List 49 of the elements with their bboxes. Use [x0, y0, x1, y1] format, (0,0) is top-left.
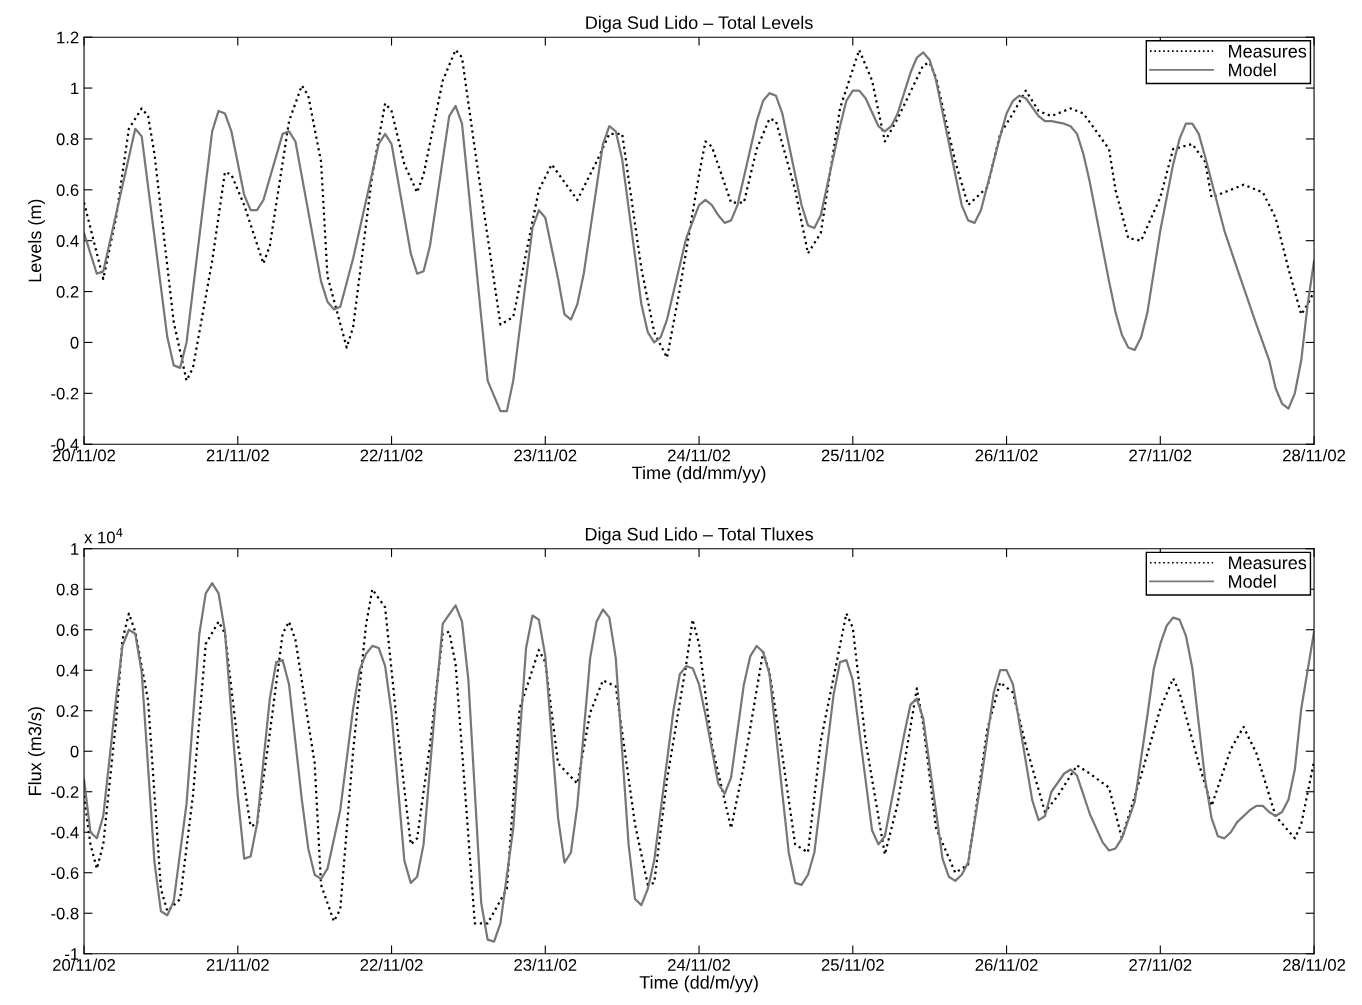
chart-title: Diga Sud Lido – Total Levels	[586, 15, 813, 33]
y-tick-label: -0.4	[51, 826, 79, 839]
x-tick-label: 28/11/02	[1283, 449, 1346, 462]
y-tick-label: 0	[70, 336, 79, 349]
y-tick-label: 0	[70, 745, 79, 758]
x-tick-label: 22/11/02	[360, 449, 423, 462]
y-tick-label: 1	[71, 543, 79, 555]
y-tick-label: 0.2	[56, 705, 79, 717]
x-tick-label: 24/11/02	[668, 449, 731, 462]
x-tick-label: 20/11/02	[53, 958, 116, 971]
legend-label: Measures	[1229, 45, 1307, 58]
x-tick-label: 26/11/02	[975, 449, 1038, 462]
x-tick-label: 20/11/02	[53, 449, 116, 462]
y-tick-label: 0.4	[56, 664, 79, 677]
x-tick-label: 27/11/02	[1129, 958, 1192, 971]
y-tick-label: -0.8	[51, 907, 79, 920]
legend-label: Measures	[1229, 556, 1307, 570]
y-tick-label: -0.6	[51, 867, 79, 879]
x-axis-title: Time (dd/mm/yy)	[632, 466, 766, 483]
y-axis-title: Levels (m)	[28, 199, 45, 282]
x-tick-label: 25/11/02	[821, 449, 884, 462]
x-tick-label: 23/11/02	[514, 449, 577, 462]
x-tick-label: 25/11/02	[821, 958, 884, 971]
x-tick-label: 27/11/02	[1129, 449, 1192, 462]
y-tick-label: -0.2	[51, 786, 79, 798]
x-tick-label: 28/11/02	[1283, 958, 1346, 971]
y-tick-label: 0.6	[56, 624, 79, 636]
x-axis-title: Time (dd/m/yy)	[639, 975, 758, 993]
x-tick-label: 21/11/02	[206, 958, 269, 971]
y-tick-label: 0.8	[56, 583, 79, 596]
y-tick-label: 0.4	[56, 235, 79, 247]
x-tick-label: 23/11/02	[514, 958, 577, 971]
chart-title: Diga Sud Lido – Total Tluxes	[585, 527, 813, 545]
legend-label: Model	[1229, 574, 1276, 588]
x-tick-label: 21/11/02	[206, 449, 269, 462]
y-tick-label: 0.2	[56, 285, 79, 298]
x-tick-label: 24/11/02	[668, 958, 731, 971]
y-axis-title: Flux (m3/s)	[28, 707, 45, 795]
y-tick-label: 1.2	[57, 31, 79, 44]
text: x 10$^{4}$	[84, 528, 123, 544]
y-tick-label: 1	[71, 82, 79, 95]
x-tick-label: 22/11/02	[360, 958, 423, 971]
y-tick-label: -0.2	[51, 387, 79, 400]
legend-label: Model	[1229, 63, 1276, 77]
y-tick-label: -0.4	[51, 438, 79, 451]
y-tick-label: 0.8	[56, 133, 79, 146]
y-tick-label: 0.6	[56, 184, 79, 197]
x-tick-label: 26/11/02	[975, 958, 1038, 971]
y-tick-label: -1	[65, 948, 79, 960]
